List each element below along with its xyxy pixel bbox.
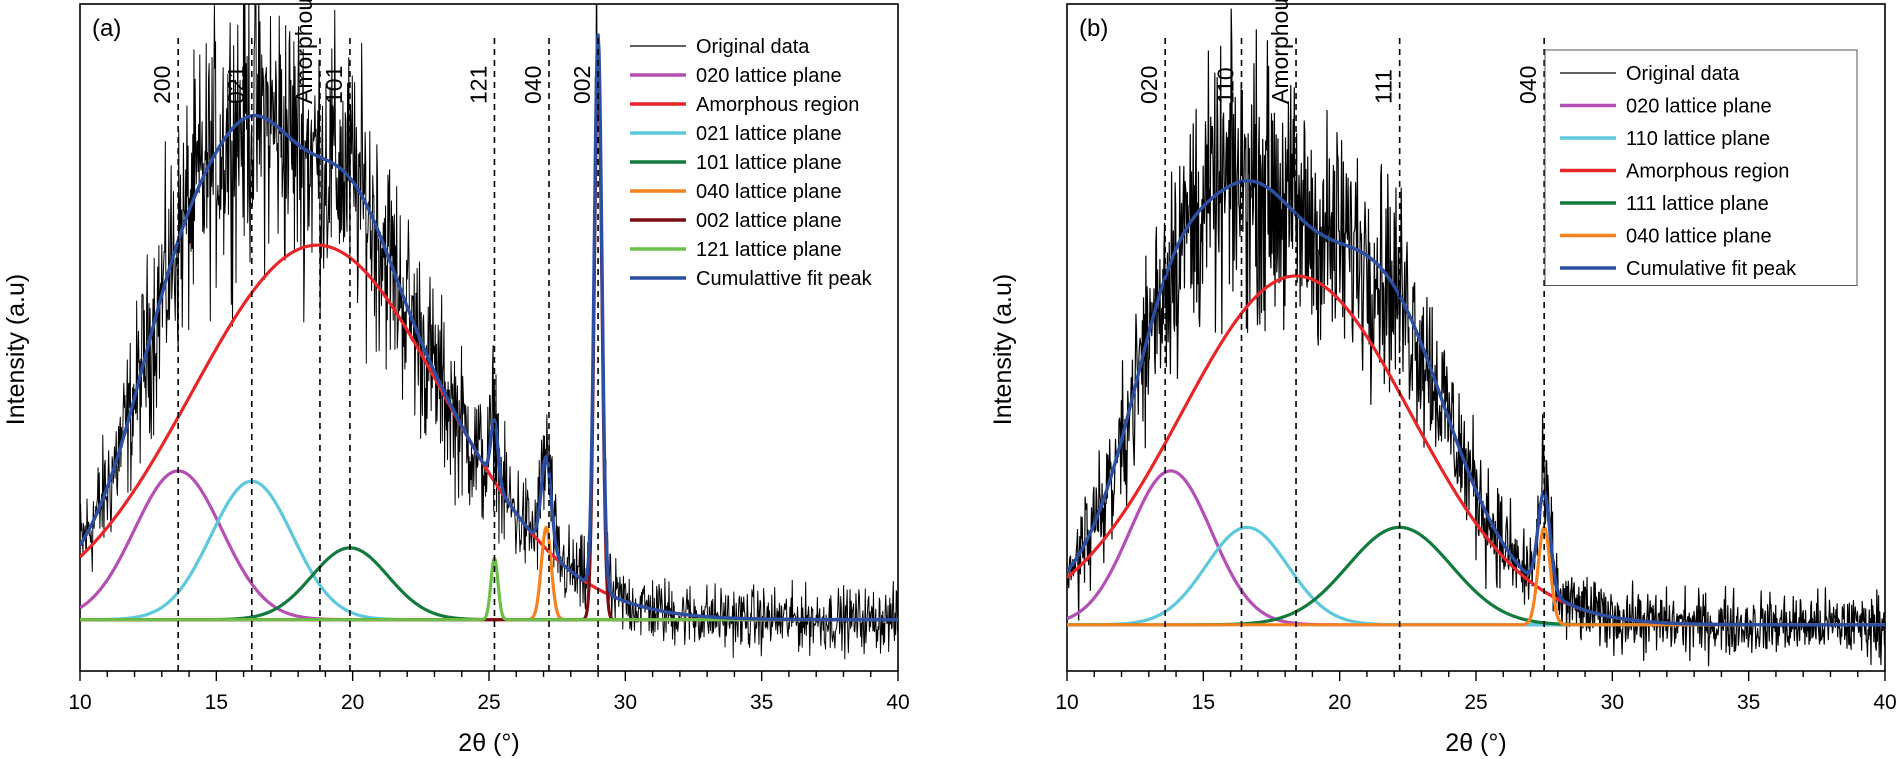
series-line-original-data xyxy=(1067,8,1885,667)
peak-marker-label: 111 xyxy=(1371,69,1397,104)
peak-marker-label: 110 xyxy=(1213,67,1239,104)
curves xyxy=(1067,8,1885,667)
x-tick-label: 25 xyxy=(1464,691,1487,714)
panel-label: (a) xyxy=(92,15,121,42)
x-tick-label: 10 xyxy=(68,691,91,714)
legend-label: Cumulattive fit peak xyxy=(696,268,873,290)
legend-label: 040 lattice plane xyxy=(696,181,842,203)
peak-marker-label: Amorphous xyxy=(291,0,317,104)
x-tick-label: 25 xyxy=(477,691,500,714)
series-line-cumulattive-fit-peak xyxy=(80,33,898,622)
x-axis-title: 2θ (°) xyxy=(1445,729,1506,757)
legend-label: Amorphous region xyxy=(1626,161,1789,183)
series-line-cumulative-fit-peak xyxy=(1067,179,1885,627)
x-tick-label: 20 xyxy=(341,691,364,714)
legend: Original data 020 lattice plane Amorphous … xyxy=(630,36,873,290)
peak-marker-label: 021 xyxy=(223,66,249,104)
legend-frame xyxy=(1544,49,1858,286)
legend-label: 002 lattice plane xyxy=(696,210,842,232)
chart-panel-a: 10 15 20 25 30 35 40 2θ (°) Intensity (a.u) (a) 20… xyxy=(2,0,910,757)
series-line-amorphous-region xyxy=(1067,274,1885,627)
x-tick-label: 10 xyxy=(1055,691,1078,714)
panel-label: (b) xyxy=(1079,15,1108,42)
x-tick-label: 15 xyxy=(205,691,228,714)
legend-label: 040 lattice plane xyxy=(1626,226,1772,248)
x-tick-label: 30 xyxy=(1601,691,1624,714)
legend-label: 101 lattice plane xyxy=(696,152,842,174)
peak-marker-label: 040 xyxy=(1515,66,1541,104)
x-tick-label: 35 xyxy=(1737,691,1760,714)
curves xyxy=(80,4,898,660)
peak-marker-label: 101 xyxy=(321,66,347,104)
peak-marker-label: Amorphous xyxy=(1267,0,1293,104)
legend-label: 020 lattice plane xyxy=(1626,96,1772,118)
legend-label: 110 lattice plane xyxy=(1626,128,1770,150)
peak-marker-label: 040 xyxy=(520,66,546,104)
legend-label: 111 lattice plane xyxy=(1626,193,1769,215)
legend: Original data 020 lattice plane 110 lattic… xyxy=(1544,49,1858,286)
legend-label: Original data xyxy=(1626,63,1740,85)
peak-marker-label: 200 xyxy=(149,66,175,104)
legend-label: 020 lattice plane xyxy=(696,65,842,87)
chart-panel-b: 10 15 20 25 30 35 40 2θ (°) Intensity (a.u) (b) 02… xyxy=(989,0,1897,757)
legend-label: 121 lattice plane xyxy=(696,239,842,261)
peak-marker-label: 020 xyxy=(1136,66,1162,104)
legend-label: Cumulative fit peak xyxy=(1626,258,1797,280)
x-tick-label: 20 xyxy=(1328,691,1351,714)
legend-label: Original data xyxy=(696,36,810,58)
x-axis-title: 2θ (°) xyxy=(458,729,519,757)
x-tick-label: 40 xyxy=(1873,691,1896,714)
y-axis-title: Intensity (a.u) xyxy=(2,274,30,425)
x-tick-label: 40 xyxy=(886,691,909,714)
legend-label: 021 lattice plane xyxy=(696,123,842,145)
x-tick-label: 15 xyxy=(1192,691,1215,714)
peak-marker-label: 002 xyxy=(569,66,595,104)
x-tick-label: 30 xyxy=(614,691,637,714)
y-axis-title: Intensity (a.u) xyxy=(989,274,1017,425)
peak-marker-label: 121 xyxy=(465,66,491,104)
x-tick-label: 35 xyxy=(750,691,773,714)
legend-label: Amorphous region xyxy=(696,94,859,116)
